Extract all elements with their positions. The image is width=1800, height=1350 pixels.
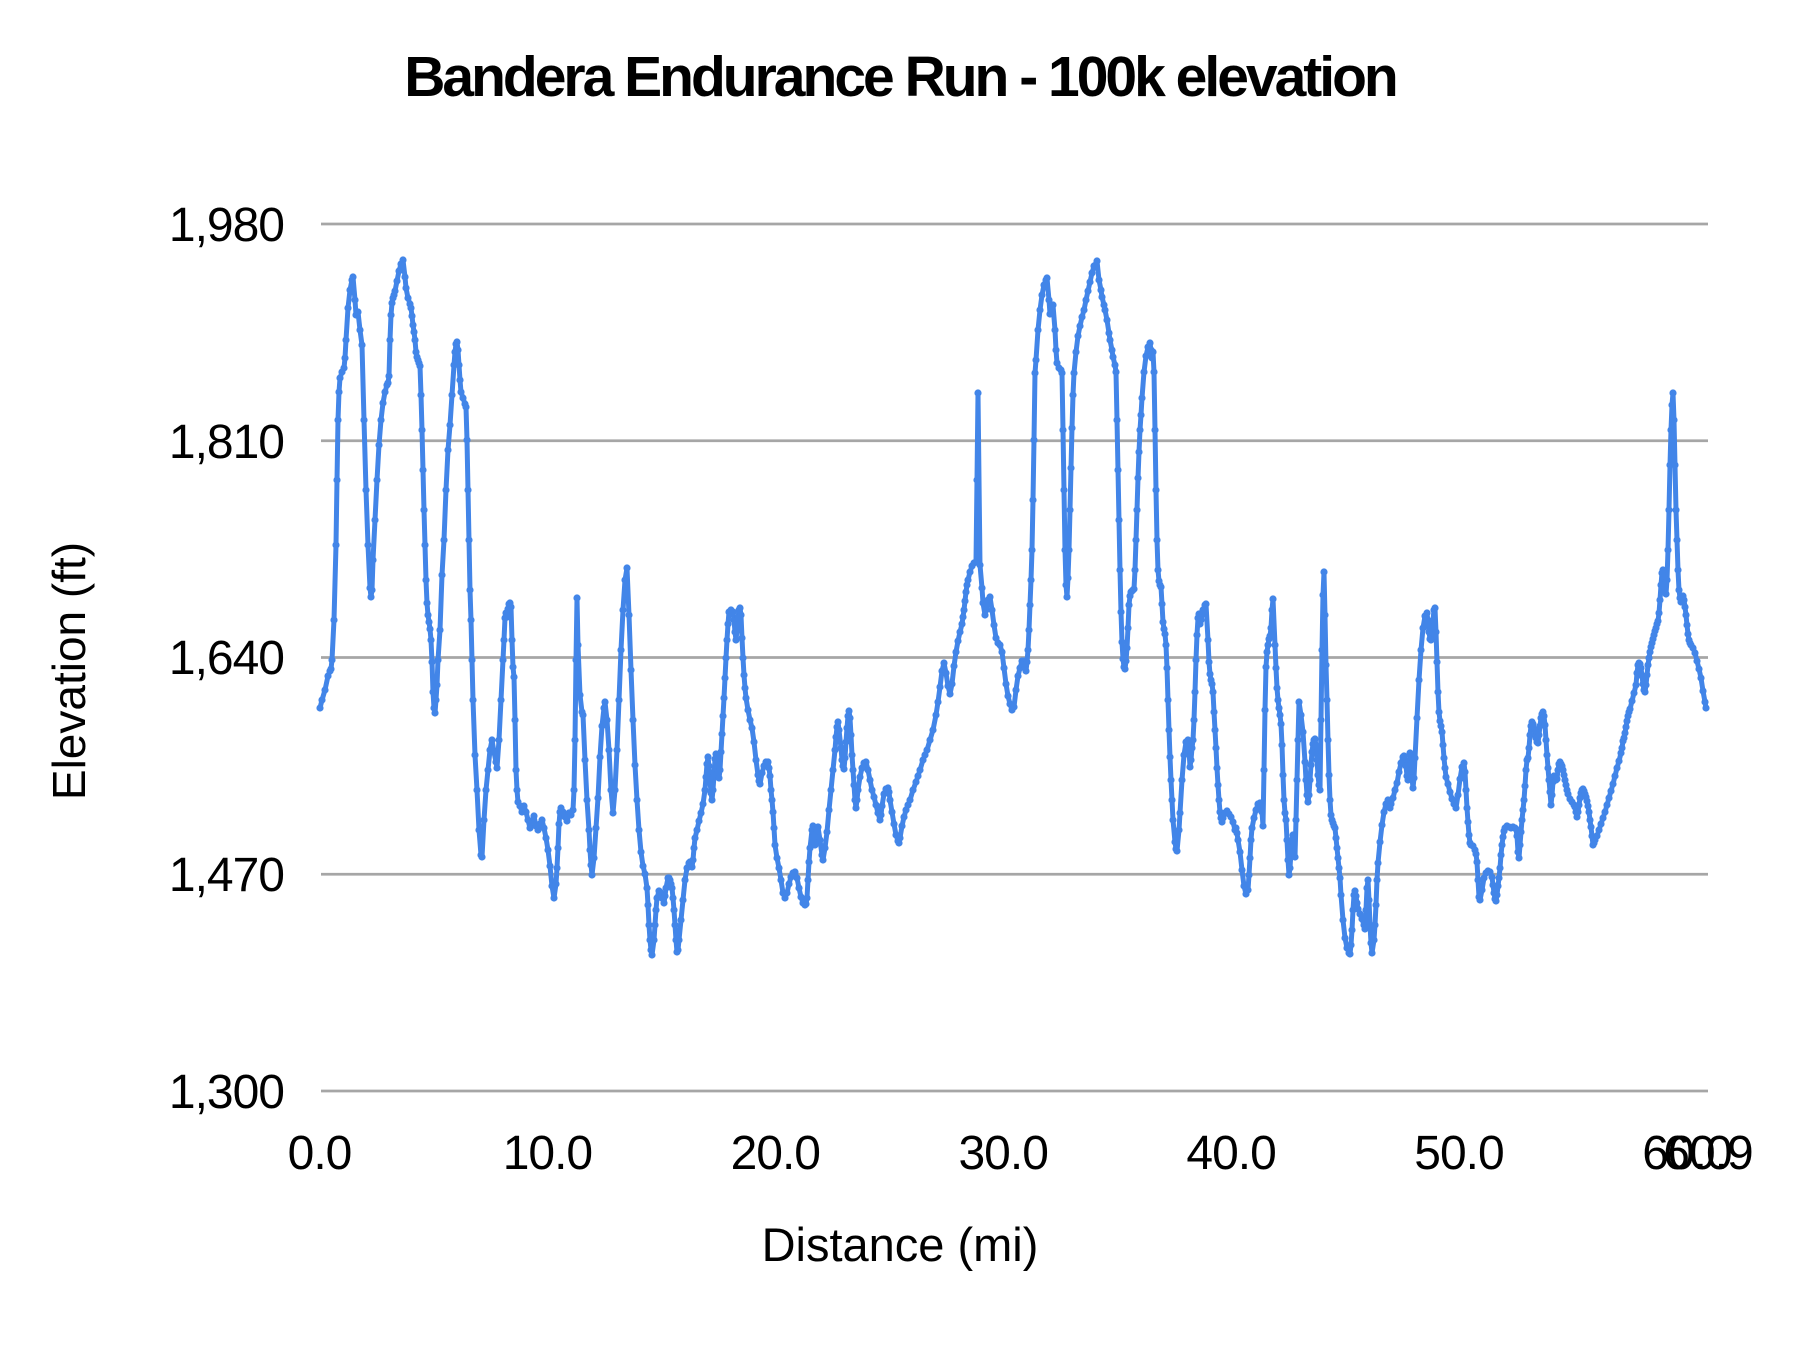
svg-text:Elevation (ft): Elevation (ft): [43, 542, 95, 800]
svg-text:0.0: 0.0: [288, 1127, 352, 1180]
svg-text:60.9: 60.9: [1663, 1127, 1752, 1180]
svg-text:40.0: 40.0: [1186, 1127, 1275, 1180]
svg-text:1,810: 1,810: [169, 416, 284, 469]
svg-text:1,470: 1,470: [169, 849, 284, 902]
svg-text:20.0: 20.0: [731, 1127, 820, 1180]
svg-text:60.0: 60.0: [1642, 1127, 1731, 1180]
svg-text:1,640: 1,640: [169, 632, 284, 685]
svg-text:Bandera Endurance Run - 100k e: Bandera Endurance Run - 100k elevation: [404, 45, 1396, 109]
svg-text:10.0: 10.0: [503, 1127, 592, 1180]
svg-text:Distance (mi): Distance (mi): [762, 1218, 1039, 1271]
svg-text:1,300: 1,300: [169, 1066, 284, 1119]
svg-text:50.0: 50.0: [1414, 1127, 1503, 1180]
svg-text:1,980: 1,980: [169, 199, 284, 252]
svg-text:30.0: 30.0: [958, 1127, 1047, 1180]
